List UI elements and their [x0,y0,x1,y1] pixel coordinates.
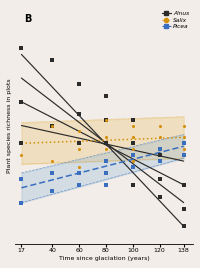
Point [131,165,134,169]
Point [51,123,54,128]
Point [20,153,23,157]
Point [104,183,108,187]
Point [131,183,134,187]
Point [51,171,54,175]
Y-axis label: Plant species richness in plots: Plant species richness in plots [7,78,12,173]
Point [20,177,23,181]
Point [77,183,81,187]
Point [158,159,161,163]
Point [104,171,108,175]
Point [104,117,108,122]
Point [158,135,161,140]
Point [158,147,161,151]
Point [77,129,81,134]
Point [104,117,108,122]
Point [131,141,134,146]
Point [182,123,185,128]
Point [77,147,81,151]
Point [158,153,161,157]
Point [104,141,108,146]
Point [182,183,185,187]
Point [77,171,81,175]
Point [104,159,108,163]
Point [182,147,185,151]
Point [158,147,161,151]
Point [131,147,134,151]
Point [20,200,23,205]
Point [131,159,134,163]
Point [131,165,134,169]
Text: B: B [24,14,31,24]
Point [51,159,54,163]
Legend: Alnus, Salix, Picea: Alnus, Salix, Picea [161,10,190,30]
Point [131,153,134,157]
X-axis label: Time since glaciation (years): Time since glaciation (years) [59,256,149,261]
Point [182,224,185,228]
Point [158,177,161,181]
Point [182,153,185,157]
Point [51,123,54,128]
Point [77,165,81,169]
Point [158,195,161,199]
Point [131,123,134,128]
Point [20,100,23,104]
Point [131,117,134,122]
Point [182,153,185,157]
Point [182,141,185,146]
Point [182,135,185,140]
Point [51,189,54,193]
Point [104,94,108,98]
Point [104,159,108,163]
Point [104,159,108,163]
Point [131,135,134,140]
Point [104,147,108,151]
Point [20,46,23,51]
Point [77,141,81,146]
Point [158,123,161,128]
Point [182,206,185,211]
Point [51,58,54,62]
Point [77,82,81,86]
Point [104,135,108,140]
Point [77,111,81,116]
Point [20,141,23,146]
Point [158,159,161,163]
